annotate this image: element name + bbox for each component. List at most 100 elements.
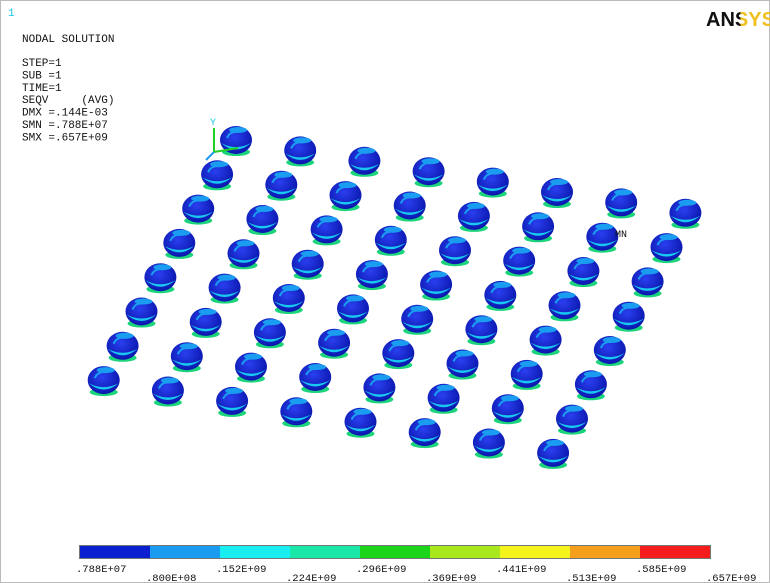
ball-cap [372,374,390,380]
ball-cap [678,200,696,206]
ball-cap [622,303,640,309]
ball-cap [501,395,519,401]
legend-label: .800E+08 [146,573,196,583]
solder-ball [537,439,569,469]
solder-ball [492,394,524,424]
ball-cap [512,248,530,254]
ball-cap [263,319,281,325]
legend-label: .224E+09 [286,573,336,583]
solder-ball [330,181,362,211]
ball-cap [308,364,326,370]
solder-ball [605,188,637,218]
info-line: SMX =.657E+09 [22,132,108,144]
ball-cap [418,419,436,425]
solder-ball [284,136,316,166]
solder-ball [126,298,158,328]
ball-cap [354,409,372,415]
ball-cap [558,292,576,298]
solder-ball [401,305,433,335]
legend-swatch [150,546,220,558]
ball-cap [482,430,500,436]
solder-ball [356,260,388,290]
ball-cap [429,272,447,278]
legend-label: .788E+07 [76,564,126,576]
solder-ball [337,294,369,324]
solder-ball [190,308,222,338]
ball-cap [550,179,568,185]
solder-ball [318,329,350,359]
solder-ball [273,284,305,314]
solder-ball [458,202,490,232]
legend-swatch [360,546,430,558]
triad-label: Y [210,118,216,129]
solder-ball [311,215,343,245]
solder-ball [477,168,509,198]
ball-cap [384,227,402,233]
solder-ball [144,263,176,293]
solder-ball [567,257,599,287]
solder-ball [107,332,139,362]
solder-ball [254,318,286,348]
ball-cap [641,268,659,274]
solder-ball [413,157,445,187]
legend-swatch [570,546,640,558]
ball-cap [565,406,583,412]
solder-ball [220,126,252,156]
solder-ball [348,147,380,177]
ball-cap [180,343,198,349]
ball-cap [486,169,504,175]
solder-ball [428,384,460,414]
solder-ball [549,291,581,321]
ball-cap [357,148,375,154]
ball-cap [448,237,466,243]
solder-ball [586,223,618,253]
min-marker: MN [615,230,627,241]
ball-cap [520,361,538,367]
solder-ball [345,408,377,438]
solder-ball [171,342,203,372]
ball-cap [225,388,243,394]
ball-cap [531,213,549,219]
legend-label: .585E+09 [636,564,686,576]
solder-ball [299,363,331,393]
solder-ball [651,233,683,263]
info-line: SUB =1 [22,70,62,82]
solder-ball [503,247,535,277]
ball-cap [244,354,262,360]
solder-ball [382,339,414,369]
legend-swatch [290,546,360,558]
solder-ball [409,418,441,448]
ball-cap [546,440,564,446]
solder-ball [473,429,505,459]
ball-cap [237,240,255,246]
ball-cap [467,203,485,209]
ball-cap [539,327,557,333]
solder-ball [556,405,588,435]
ball-cap [274,172,292,178]
ball-cap [437,385,455,391]
ball-cap [229,127,247,133]
info-line: DMX =.144E-03 [22,108,108,120]
ball-cap [391,340,409,346]
ball-cap [410,306,428,312]
ball-cap [218,275,236,281]
legend-label: .296E+09 [356,564,406,576]
solder-ball [375,226,407,256]
ball-cap [339,182,357,188]
solder-ball [465,315,497,345]
legend-label: .513E+09 [566,573,616,583]
legend-label: .657E+09 [706,573,756,583]
solder-ball [420,271,452,301]
ball-cap [172,230,190,236]
solder-ball [394,192,426,222]
ball-cap [365,261,383,267]
solder-ball [439,236,471,266]
legend-label: .369E+09 [426,573,476,583]
solder-ball [228,239,260,269]
legend-swatch [500,546,570,558]
solder-ball [88,366,120,396]
ball-cap [210,161,228,167]
solder-ball [182,195,214,225]
solder-ball [209,274,241,304]
ball-cap [161,378,179,384]
